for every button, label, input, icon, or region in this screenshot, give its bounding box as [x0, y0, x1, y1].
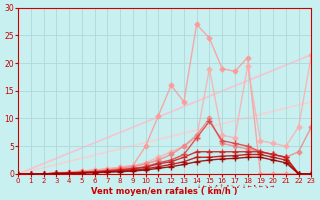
- Text: ↓ ← ↘ ↗ ↑ ↗ ↘ ↙ ↓ ← ↖ ← ↘ →: ↓ ← ↘ ↗ ↑ ↗ ↘ ↙ ↓ ← ↖ ← ↘ →: [196, 184, 274, 189]
- X-axis label: Vent moyen/en rafales ( km/h ): Vent moyen/en rafales ( km/h ): [92, 187, 238, 196]
